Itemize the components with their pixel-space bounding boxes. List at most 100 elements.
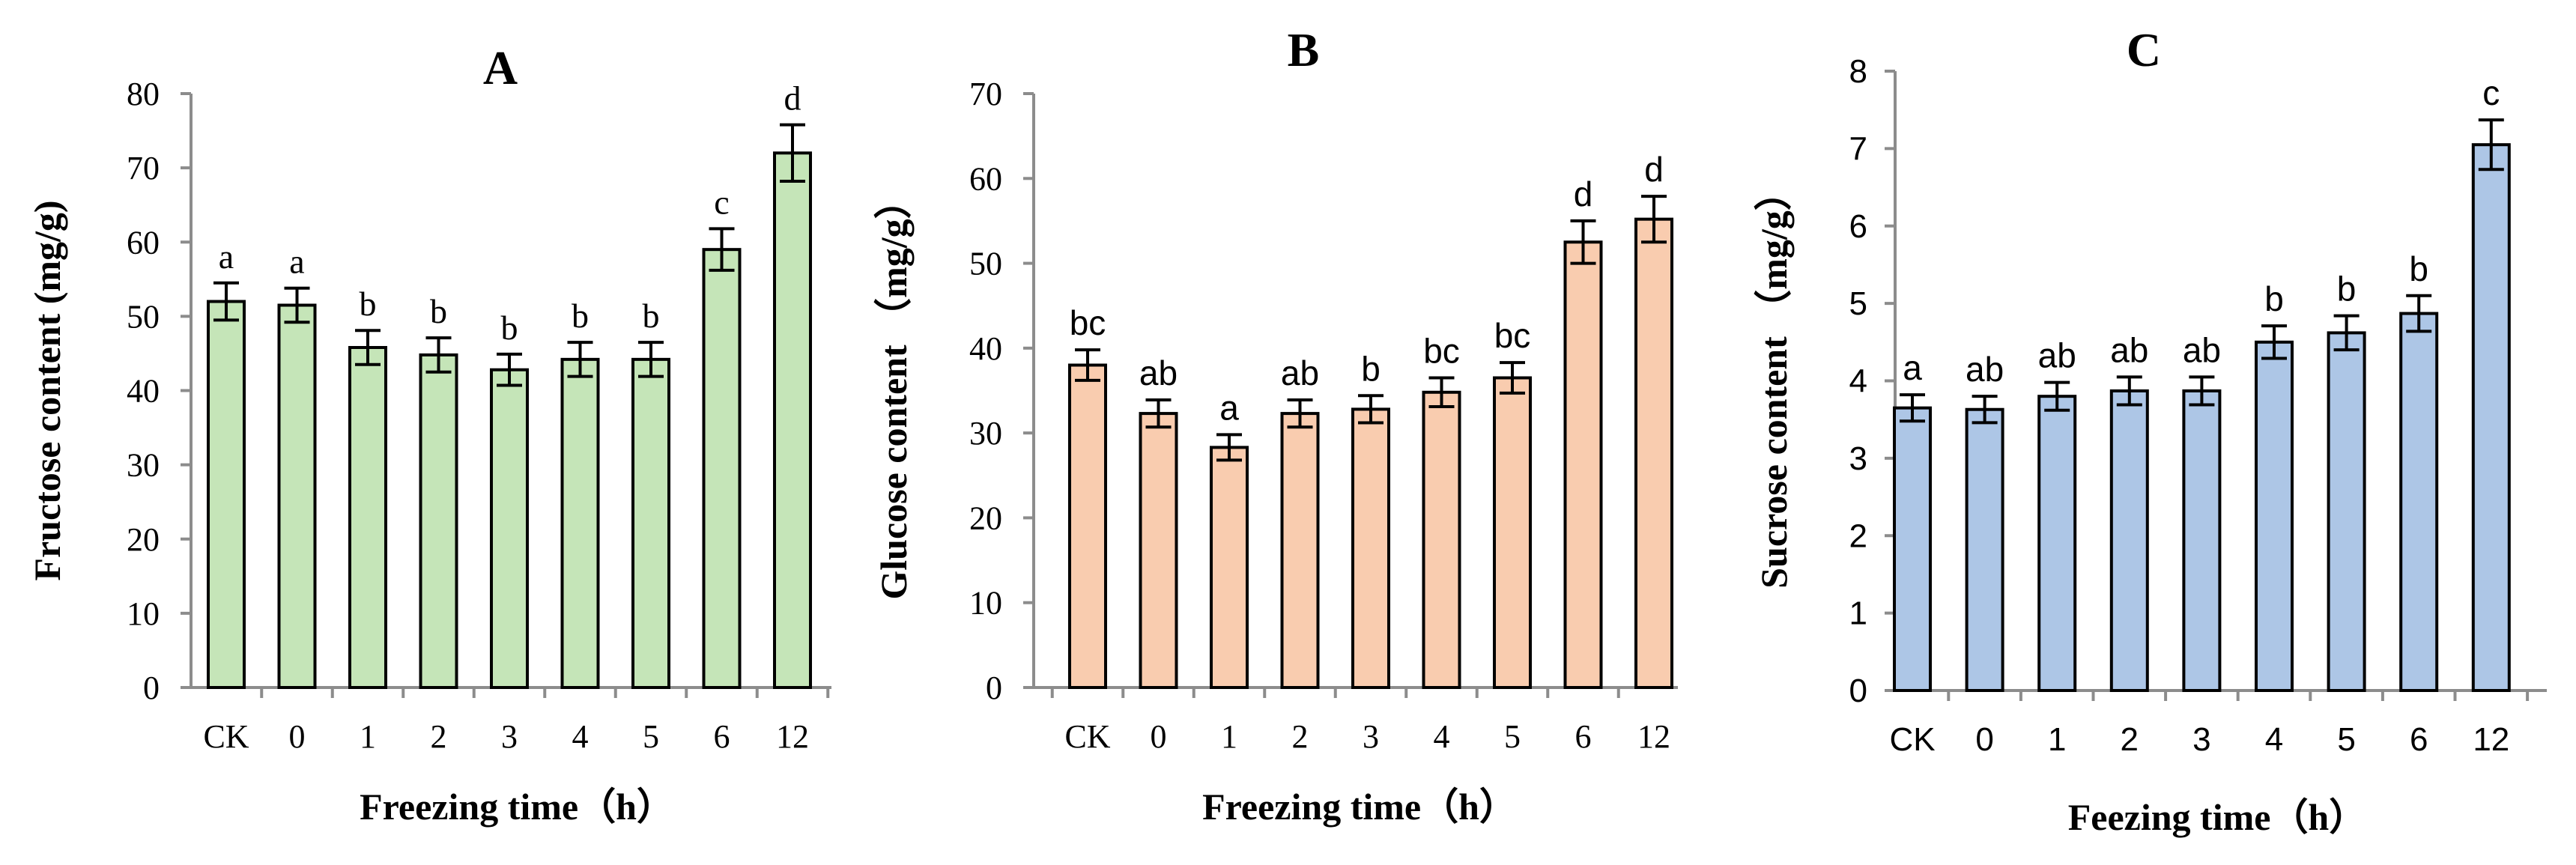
panel-B-significance-letter: b	[1361, 349, 1381, 388]
panel-C-significance-letter: c	[2482, 73, 2500, 112]
panel-A-bar	[560, 357, 600, 689]
panel-B-y-tick-label: 0	[986, 670, 1002, 706]
panel-C-bar	[2037, 395, 2077, 692]
panel-B-significance-letter: bc	[1423, 332, 1460, 371]
panel-C-y-tick-label: 1	[1849, 595, 1867, 632]
panel-B-significance-letter: a	[1219, 388, 1239, 427]
panel-B-y-tick-label: 40	[969, 330, 1002, 367]
panel-B-category-label: 2	[1292, 718, 1309, 755]
panel-C-bar	[2109, 389, 2149, 692]
panel-A-bar	[490, 368, 529, 689]
panel-A-category-label: 4	[572, 718, 589, 755]
panel-C-y-tick-label: 0	[1849, 673, 1867, 709]
panel-C-y-tick-label: 7	[1849, 130, 1867, 167]
panel-B-category-label: 4	[1434, 718, 1450, 755]
panel-B-bar	[1068, 363, 1107, 689]
panel-C-bar	[2255, 340, 2294, 692]
panel-B-y-tick-label: 50	[969, 246, 1002, 282]
panel-C-category-label: CK	[1889, 721, 1935, 758]
panel-C-y-tick-label: 6	[1849, 208, 1867, 245]
panel-B-bar	[1563, 240, 1603, 689]
panel-A-y-tick-label: 70	[127, 150, 160, 186]
panel-B-significance-letter: d	[1644, 150, 1664, 189]
panel-A-significance-letter: d	[784, 79, 801, 118]
panel-A-significance-letter: b	[360, 285, 377, 323]
panel-B-bar	[1634, 217, 1673, 690]
panel-A-y-tick-label: 10	[127, 595, 160, 632]
panel-C-category-label: 0	[1975, 721, 1993, 758]
panel-C-category-label: 5	[2337, 721, 2355, 758]
panel-B-significance-letter: d	[1574, 174, 1593, 213]
panel-C-significance-letter: b	[2409, 249, 2428, 288]
panel-A-significance-letter: a	[289, 243, 304, 281]
panel-B-category-label: 12	[1637, 718, 1670, 755]
panel-C-category-label: 6	[2410, 721, 2428, 758]
panel-C-category-label: 2	[2121, 721, 2139, 758]
panel-B-significance-letter: bc	[1494, 316, 1531, 355]
panel-A-bar	[207, 300, 246, 689]
panel-C-significance-letter: b	[2337, 270, 2357, 309]
panel-B-y-tick-label: 70	[969, 76, 1002, 112]
panel-A-title: A	[483, 41, 518, 94]
panel-B-y-tick-label: 20	[969, 500, 1002, 536]
panel-C-y-tick-label: 2	[1849, 518, 1867, 554]
panel-B-significance-letter: ab	[1281, 353, 1319, 392]
panel-C-significance-letter: ab	[2110, 330, 2148, 369]
panel-C-significance-letter: ab	[2183, 330, 2221, 369]
panel-A-y-tick-label: 30	[127, 447, 160, 484]
panel-A-x-axis-label: Freezing time（h）	[360, 786, 674, 828]
panel-C-bar	[2327, 331, 2366, 692]
panel-A-significance-letter: b	[430, 292, 447, 330]
panel-B-bar	[1351, 407, 1390, 689]
panel-A-bar	[419, 353, 458, 689]
panel-B-bar	[1493, 376, 1532, 689]
panel-C-y-tick-label: 8	[1849, 53, 1867, 90]
panel-C-category-label: 4	[2265, 721, 2283, 758]
panel-C-category-label: 1	[2048, 721, 2066, 758]
panel-B-y-axis-label: Glucose content （mg/g）	[873, 181, 915, 599]
panel-A-category-label: 3	[501, 718, 518, 755]
panel-B-x-axis-label: Freezing time（h）	[1202, 786, 1517, 828]
panel-C-significance-letter: a	[1903, 348, 1922, 387]
panel-A-significance-letter: a	[219, 237, 234, 276]
panel-C-category-label: 12	[2473, 721, 2509, 758]
panel-C-category-label: 3	[2192, 721, 2210, 758]
panel-B-bar	[1280, 412, 1320, 690]
panel-A-bar	[631, 357, 670, 689]
panel-B-category-label: 5	[1504, 718, 1521, 755]
panel-C-x-axis-label: Feezing time（h）	[2068, 796, 2367, 838]
panel-B-category-label: 3	[1363, 718, 1379, 755]
panel-B-category-label: CK	[1064, 718, 1110, 755]
panel-A-significance-letter: c	[714, 183, 729, 221]
panel-A-y-tick-label: 60	[127, 224, 160, 261]
panel-A-significance-letter: b	[643, 297, 660, 335]
panel-A-category-label: 5	[643, 718, 659, 755]
panel-A-category-label: 0	[289, 718, 306, 755]
panel-B-category-label: 0	[1151, 718, 1167, 755]
panel-A-significance-letter: b	[572, 297, 589, 335]
panel-A-y-tick-label: 0	[143, 670, 160, 706]
panel-A-y-tick-label: 80	[127, 76, 160, 112]
panel-B-category-label: 6	[1575, 718, 1592, 755]
panel-C-bar	[2399, 312, 2439, 692]
panel-C-bar	[2182, 389, 2222, 692]
panel-A-category-label: 1	[360, 718, 376, 755]
panel-A-category-label: 6	[714, 718, 730, 755]
panel-C-y-tick-label: 5	[1849, 285, 1867, 322]
panel-C-significance-letter: ab	[1966, 350, 2004, 389]
panel-A-y-tick-label: 20	[127, 521, 160, 558]
panel-C-significance-letter: ab	[2038, 336, 2076, 375]
panel-A-significance-letter: b	[501, 309, 518, 347]
panel-C-y-tick-label: 4	[1849, 363, 1867, 400]
panel-B-category-label: 1	[1221, 718, 1237, 755]
panel-B-bar	[1139, 412, 1178, 690]
panel-A-bar	[348, 346, 387, 689]
panel-A-bar	[277, 303, 317, 689]
panel-A-category-label: CK	[203, 718, 249, 755]
panel-B-y-tick-label: 30	[969, 415, 1002, 452]
panel-A-bar	[773, 151, 812, 690]
panel-B-significance-letter: bc	[1070, 303, 1106, 342]
panel-B-bar	[1422, 390, 1461, 689]
panel-C-bar	[1893, 406, 1932, 693]
panel-B-significance-letter: ab	[1139, 353, 1178, 392]
